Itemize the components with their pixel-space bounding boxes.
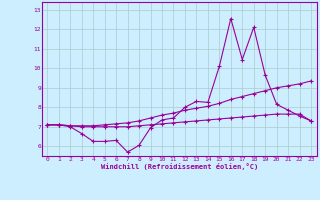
X-axis label: Windchill (Refroidissement éolien,°C): Windchill (Refroidissement éolien,°C)	[100, 163, 258, 170]
